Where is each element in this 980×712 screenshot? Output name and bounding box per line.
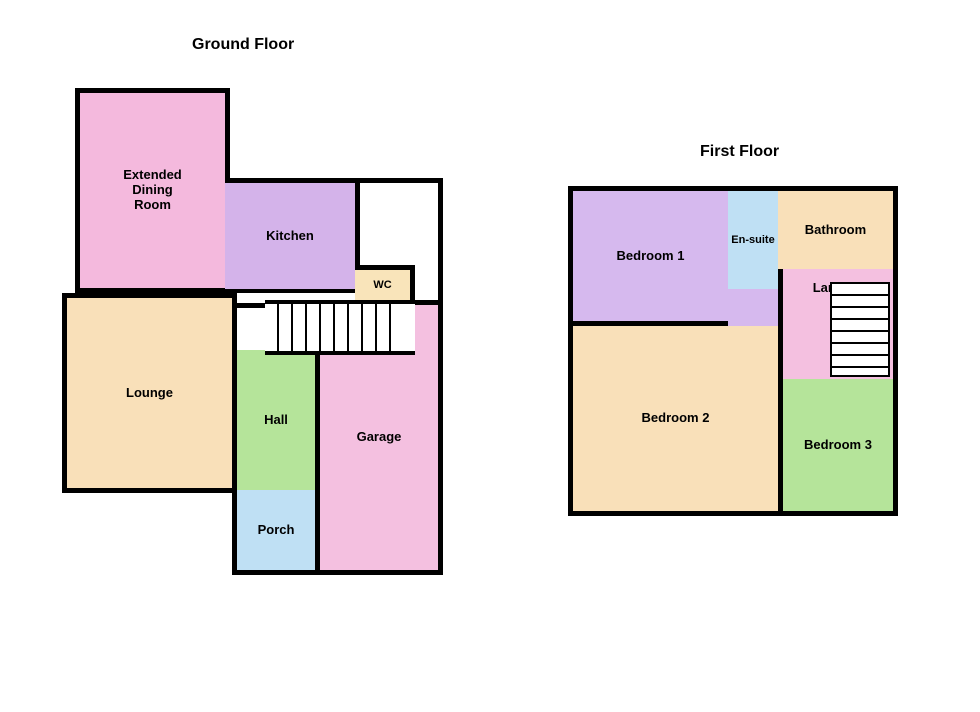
room-extended-dining: Extended Dining Room [75,88,230,293]
room-wc: WC [355,265,415,305]
room-bedroom-1: Bedroom 1 [568,186,733,326]
first-floor-title: First Floor [700,143,779,161]
room-bathroom: Bathroom [778,186,898,274]
room-bedroom-2: Bedroom 2 [568,321,783,516]
room-kitchen: Kitchen [225,178,360,293]
room-lounge: Lounge [62,293,237,493]
floorplan-canvas: Ground Floor First Floor Extended Dining… [0,0,980,712]
ground-floor-title: Ground Floor [192,36,294,54]
bedroom1-extension [728,289,783,326]
room-ensuite: En-suite [728,186,783,294]
stairs-first [830,282,890,377]
room-hall: Hall [232,350,320,495]
room-porch: Porch [232,490,320,575]
stairs-ground [265,300,415,355]
room-bedroom-3: Bedroom 3 [778,379,898,516]
